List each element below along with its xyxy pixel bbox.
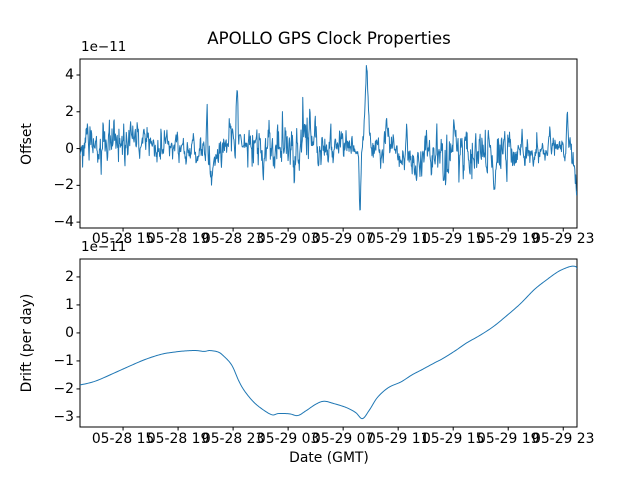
x-tick-label: 05-29 07 — [311, 231, 375, 247]
x-tick-label: 05-28 15 — [91, 231, 155, 247]
x-tick-label: 05-29 11 — [366, 431, 430, 447]
x-tick-label: 05-29 23 — [532, 231, 595, 247]
x-tick-label: 05-29 23 — [532, 431, 595, 447]
y-tick-label: −1 — [53, 352, 74, 369]
x-tick-label: 05-29 15 — [421, 431, 485, 447]
y-tick-label: −3 — [53, 408, 74, 425]
drift-series-line — [80, 265, 577, 420]
y-tick-label: −4 — [53, 214, 74, 231]
chart-title: APOLLO GPS Clock Properties — [207, 29, 451, 48]
x-tick-label: 05-28 19 — [146, 231, 210, 247]
y-tick-label: 2 — [65, 268, 74, 285]
offset-exponent-bottom: 1e−11 — [81, 239, 127, 255]
y-tick-label: −2 — [53, 380, 74, 397]
x-tick-label: 05-28 19 — [146, 431, 210, 447]
axes-frame-0 — [79, 58, 578, 229]
y-tick-label: 2 — [65, 103, 74, 120]
y-tick-label: 1 — [65, 296, 74, 313]
y-axis-label-offset: Offset — [19, 123, 35, 165]
y-tick-label: 0 — [65, 324, 74, 341]
x-tick-label: 05-28 15 — [91, 431, 155, 447]
y-tick-label: −2 — [53, 177, 74, 194]
y-axis-label-drift: Drift (per day) — [19, 293, 35, 393]
x-tick-label: 05-29 03 — [256, 231, 320, 247]
x-tick-label: 05-28 23 — [201, 231, 265, 247]
offset-series-line — [80, 65, 577, 211]
x-tick-label: 05-29 03 — [256, 431, 320, 447]
y-tick-label: 0 — [65, 140, 74, 157]
x-tick-label: 05-29 15 — [421, 231, 485, 247]
x-tick-label: 05-29 07 — [311, 431, 375, 447]
x-axis-label-date: Date (GMT) — [289, 450, 369, 466]
axes-frame-1 — [79, 258, 578, 428]
x-tick-label: 05-28 23 — [201, 431, 265, 447]
x-tick-label: 05-29 19 — [476, 431, 540, 447]
y-tick-label: 4 — [65, 66, 74, 83]
x-tick-label: 05-29 19 — [476, 231, 540, 247]
x-tick-label: 05-29 11 — [366, 231, 430, 247]
offset-exponent-top: 1e−11 — [81, 39, 127, 55]
